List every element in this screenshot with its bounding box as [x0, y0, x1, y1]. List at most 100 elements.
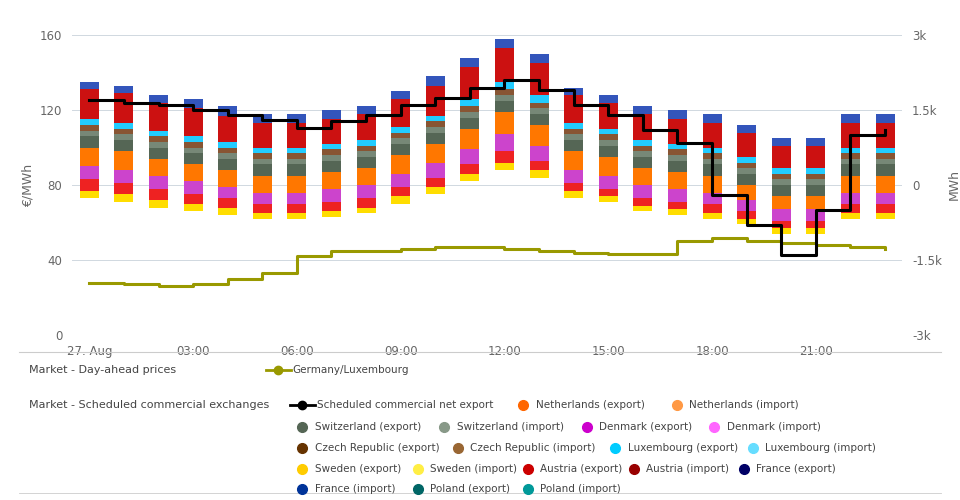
Bar [218, 164, 237, 166]
Bar [806, 167, 826, 185]
Bar [703, 148, 722, 153]
Bar [599, 179, 618, 181]
Bar [772, 185, 791, 196]
Bar [322, 110, 341, 120]
Bar [599, 185, 618, 206]
Bar [149, 200, 168, 207]
Bar [495, 162, 514, 170]
Bar [530, 177, 548, 180]
Bar [356, 166, 375, 170]
Bar [876, 176, 895, 178]
Text: Poland (import): Poland (import) [540, 484, 621, 494]
Bar [668, 182, 687, 184]
Bar [287, 188, 306, 190]
Bar [287, 192, 306, 204]
Bar [356, 114, 375, 140]
Bar [668, 188, 687, 202]
Bar [737, 192, 756, 198]
Bar [668, 200, 687, 201]
Bar [114, 207, 133, 210]
Bar [703, 204, 722, 213]
Bar [530, 174, 548, 177]
Bar [356, 170, 375, 174]
Bar [495, 179, 514, 182]
Bar [737, 185, 756, 200]
Bar [772, 180, 791, 185]
Bar [356, 168, 375, 185]
Bar [495, 48, 514, 82]
Bar [426, 132, 444, 144]
Bar [841, 206, 860, 208]
Bar [495, 172, 514, 176]
Text: Denmark (import): Denmark (import) [727, 422, 821, 432]
Bar [252, 180, 272, 182]
Bar [149, 161, 168, 164]
Bar [252, 168, 272, 172]
Bar [772, 182, 791, 184]
Bar [703, 164, 722, 175]
Bar [599, 196, 618, 204]
Bar [149, 198, 168, 206]
Bar [806, 220, 826, 228]
Bar [183, 185, 203, 208]
Bar [149, 192, 168, 198]
Bar [114, 134, 133, 140]
Bar [391, 144, 410, 155]
Bar [287, 180, 306, 182]
Bar [495, 213, 514, 216]
Bar [737, 211, 756, 219]
Bar [461, 58, 479, 67]
Bar [772, 228, 791, 234]
Bar [391, 187, 410, 196]
Bar [841, 197, 860, 206]
Bar [634, 166, 653, 168]
Bar [287, 190, 306, 194]
Bar [634, 140, 653, 145]
Bar [461, 170, 479, 173]
Bar [322, 182, 341, 183]
Bar [461, 174, 479, 181]
Bar [426, 121, 444, 127]
Bar [461, 177, 479, 180]
Bar [287, 176, 306, 178]
Bar [391, 180, 410, 182]
Bar [599, 181, 618, 183]
Bar [876, 161, 895, 164]
Bar [668, 177, 687, 179]
Bar [495, 151, 514, 162]
Bar [218, 188, 237, 190]
Bar [772, 173, 791, 176]
Bar [530, 114, 548, 125]
Bar [668, 188, 687, 190]
Bar [426, 178, 444, 180]
Bar [287, 213, 306, 219]
Bar [218, 204, 237, 206]
Bar [599, 166, 618, 170]
Bar [495, 163, 514, 168]
Bar [114, 176, 133, 178]
Bar [218, 190, 237, 196]
Bar [287, 176, 306, 192]
Bar [252, 213, 272, 219]
Bar [599, 191, 618, 196]
Bar [876, 192, 895, 204]
Bar [149, 159, 168, 176]
Bar [599, 102, 618, 128]
Bar [80, 168, 99, 172]
Bar [772, 168, 791, 185]
Bar [841, 185, 860, 208]
Bar [287, 182, 306, 183]
Bar [80, 125, 99, 130]
Bar [461, 190, 479, 193]
Bar [114, 190, 133, 192]
Bar [149, 172, 168, 176]
Bar [772, 190, 791, 194]
Text: Netherlands (import): Netherlands (import) [689, 400, 799, 410]
Bar [806, 194, 826, 201]
Bar [703, 192, 722, 204]
Bar [530, 210, 548, 213]
Bar [149, 185, 168, 209]
Bar [564, 198, 584, 206]
Bar [252, 164, 272, 175]
Bar [876, 172, 895, 176]
